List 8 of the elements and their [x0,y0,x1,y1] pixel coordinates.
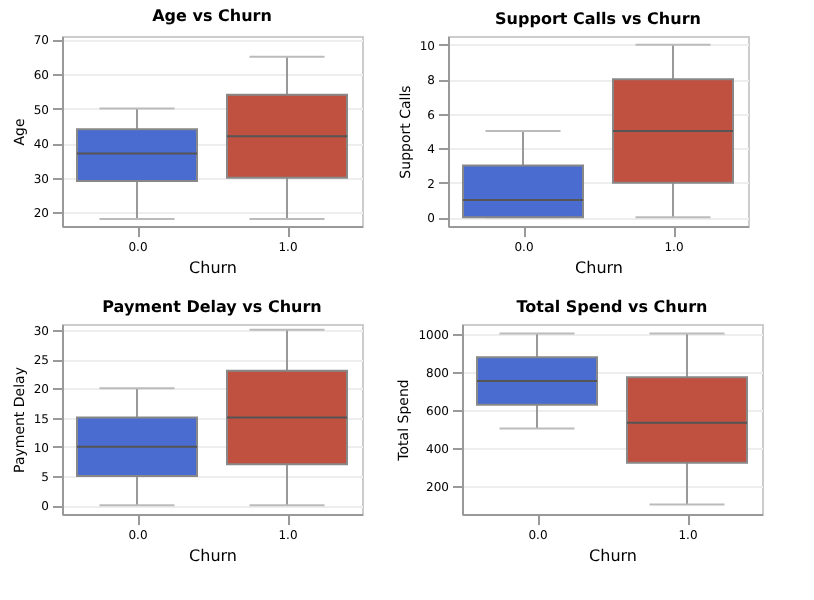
chart-title: Payment Delay vs Churn [102,297,323,316]
chart-title: Age vs Churn [152,7,273,26]
x-axis-title: Churn [189,547,237,565]
x-axis-title: Churn [575,259,623,277]
chart-title: Support Calls vs Churn [495,10,702,28]
chart-title: Total Spend vs Churn [516,298,709,316]
x-axis-title: Churn [189,259,237,277]
x-axis-title: Churn [589,547,637,565]
